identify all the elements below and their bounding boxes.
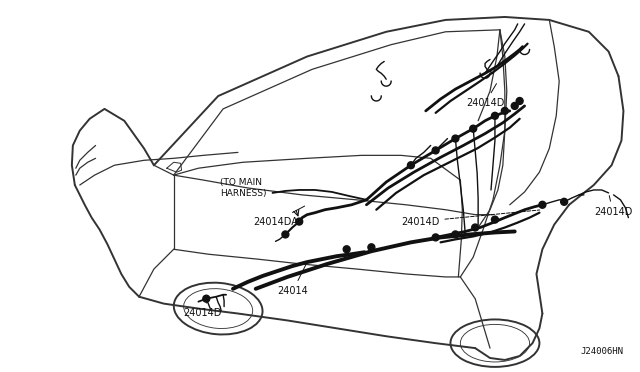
Text: 24014D: 24014D: [401, 210, 540, 227]
Circle shape: [368, 244, 375, 251]
Circle shape: [511, 102, 518, 109]
Circle shape: [492, 216, 499, 223]
Circle shape: [432, 234, 439, 241]
Text: 24014D: 24014D: [466, 84, 504, 108]
Circle shape: [452, 231, 459, 238]
Circle shape: [492, 112, 499, 119]
Text: 24014D: 24014D: [184, 301, 222, 318]
Circle shape: [282, 231, 289, 238]
Circle shape: [561, 198, 568, 205]
Circle shape: [472, 224, 479, 231]
Circle shape: [408, 162, 414, 169]
Text: (TO MAIN
HARNESS): (TO MAIN HARNESS): [220, 178, 267, 198]
Circle shape: [501, 108, 508, 114]
Circle shape: [470, 125, 477, 132]
Text: J24006HN: J24006HN: [580, 347, 623, 356]
Circle shape: [539, 201, 546, 208]
Text: 24014D: 24014D: [594, 196, 632, 217]
Circle shape: [343, 246, 350, 253]
Circle shape: [296, 218, 303, 225]
Circle shape: [203, 295, 210, 302]
Circle shape: [452, 135, 459, 142]
Text: 24014DA: 24014DA: [253, 206, 305, 227]
Circle shape: [516, 97, 523, 105]
Text: 24014: 24014: [278, 264, 308, 296]
Circle shape: [432, 147, 439, 154]
